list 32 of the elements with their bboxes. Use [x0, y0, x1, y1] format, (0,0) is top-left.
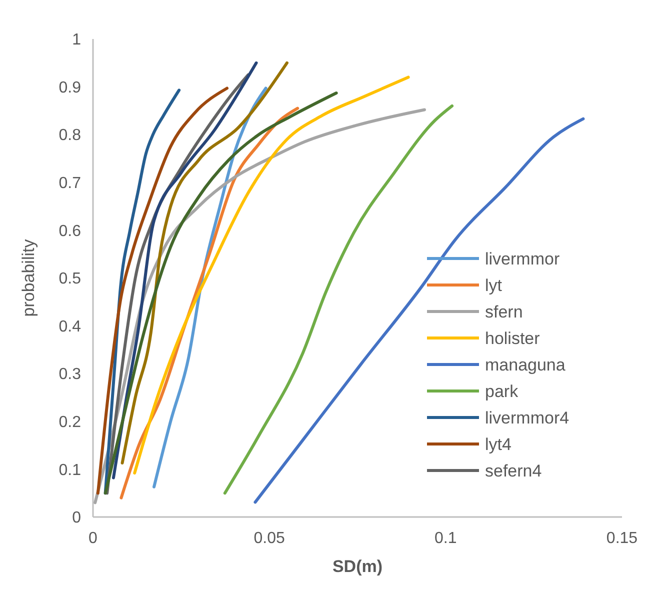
legend-label: lyt4 [485, 434, 512, 454]
legend-label: lyt [485, 276, 502, 295]
line-series [223, 104, 454, 495]
y-tick-label: 1 [72, 32, 82, 49]
y-tick-label: 0.9 [58, 79, 82, 96]
y-tick-label: 0.6 [58, 222, 82, 240]
y-tick-label: 0.1 [58, 462, 82, 479]
x-tick-label: 0 [88, 530, 98, 547]
y-tick-label: 0.8 [58, 127, 82, 144]
y-tick-label: 0.5 [58, 270, 82, 288]
x-tick-label: 0.15 [606, 530, 638, 547]
x-tick-label: 0.05 [254, 530, 286, 547]
y-axis-title: probability [19, 238, 38, 317]
line-series [104, 92, 338, 495]
x-tick-label: 0.1 [434, 530, 457, 547]
y-tick-label: 0.7 [58, 175, 82, 192]
legend-label: holister [485, 328, 540, 348]
legend-label: managuna [485, 355, 566, 374]
y-tick-label: 0.2 [58, 414, 82, 431]
y-tick-label: 0.4 [58, 318, 82, 336]
legend-label: livermmor4 [485, 408, 570, 428]
legend-label: park [485, 382, 519, 401]
line-series [254, 117, 585, 504]
line-series [96, 86, 229, 495]
line-series [133, 76, 410, 475]
line-series [120, 61, 288, 464]
legend-label: sefern4 [485, 461, 542, 480]
legend-label: sfern [485, 302, 523, 322]
legend-label: livermmor [485, 249, 560, 268]
y-tick-label: 0.3 [58, 366, 82, 384]
x-axis-title: SD(m) [332, 557, 383, 576]
y-tick-label: 0 [72, 510, 82, 527]
